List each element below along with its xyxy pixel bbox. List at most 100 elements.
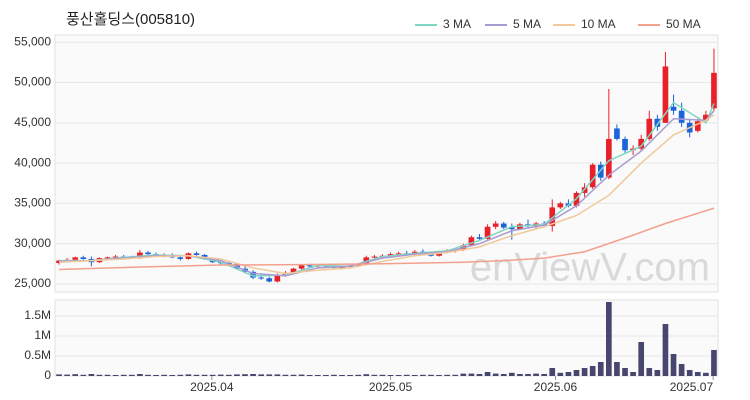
candle-body [638, 138, 645, 149]
volume-bar [120, 374, 127, 376]
volume-bar [403, 374, 410, 376]
candle-body [711, 72, 717, 109]
candle-body [703, 114, 709, 121]
volume-bar [266, 374, 273, 376]
volume-bar [80, 374, 87, 376]
volume-bar [500, 374, 507, 376]
y-tick-label: 45,000 [14, 115, 51, 129]
candle-body [72, 257, 79, 260]
volume-bar [573, 370, 580, 376]
x-tick-label: 2025.06 [534, 380, 578, 394]
volume-bar [371, 374, 378, 376]
volume-bar [581, 368, 588, 376]
ma-line [59, 207, 715, 271]
volume-bar [630, 372, 636, 376]
y-tick-label: 30,000 [14, 236, 51, 250]
volume-bar [96, 374, 103, 376]
candle-body [654, 118, 661, 127]
candle-body [290, 268, 297, 273]
legend-label: 10 MA [581, 17, 616, 31]
volume-bar [549, 368, 556, 376]
volume-bar [638, 342, 645, 376]
volume-bar [282, 374, 289, 376]
volume-bar [444, 374, 450, 376]
legend-label: 5 MA [513, 17, 541, 31]
volume-bar [56, 374, 62, 376]
volume-bar [379, 374, 386, 376]
volume-bar [226, 374, 232, 376]
volume-bar [411, 375, 418, 376]
candle-body [468, 237, 475, 246]
volume-bar [88, 374, 95, 376]
candle-body [476, 237, 483, 239]
chart-title: 풍산홀딩스(005810) [66, 11, 195, 28]
legend-label: 3 MA [443, 17, 471, 31]
volume-bar [436, 375, 442, 376]
volume-bar [104, 374, 111, 376]
candle-body [614, 128, 620, 139]
y-tick-label: 40,000 [14, 155, 51, 169]
candle-body [177, 257, 184, 259]
volume-bar [339, 375, 345, 376]
volume-bar [169, 375, 176, 376]
volume-bar [428, 374, 434, 376]
ma-line [59, 114, 715, 275]
volume-bar [331, 374, 337, 376]
candle-body [193, 253, 200, 255]
y-tick-label: 0 [44, 368, 51, 382]
volume-bar [217, 374, 224, 376]
volume-bar [589, 366, 596, 376]
candle-body [306, 265, 313, 267]
volume-bar [686, 370, 693, 376]
volume-bar [508, 372, 515, 376]
volume-bar [533, 373, 539, 376]
candle-body [266, 278, 273, 282]
volume-bar [72, 374, 79, 376]
volume-bar [622, 368, 628, 376]
volume-bar [290, 374, 297, 376]
volume-bar [347, 375, 353, 376]
y-tick-label: 1.5M [24, 308, 51, 322]
volume-bar [703, 372, 709, 376]
volume-bar [614, 362, 620, 376]
volume-bar [137, 374, 143, 376]
candle-body [80, 257, 87, 259]
y-tick-label: 55,000 [14, 34, 51, 48]
volume-bar [128, 374, 135, 376]
volume-bar [517, 374, 523, 376]
y-tick-label: 1M [34, 328, 51, 342]
volume-bar [420, 374, 426, 376]
volume-bar [234, 374, 240, 376]
volume-bar [201, 374, 208, 376]
watermark: enViewV.com [470, 246, 710, 290]
volume-bar [298, 374, 305, 376]
volume-bar [161, 374, 167, 376]
x-tick-label: 2025.07 [670, 380, 714, 394]
y-tick-label: 25,000 [14, 276, 51, 290]
candle-body [678, 110, 685, 123]
volume-bar [670, 354, 677, 376]
volume-bar [355, 374, 362, 376]
x-tick-label: 2025.04 [190, 380, 234, 394]
volume-bar [314, 375, 321, 376]
volume-bar [646, 368, 653, 376]
volume-bar [525, 374, 531, 376]
candle-body [549, 207, 556, 226]
legend-label: 50 MA [666, 17, 701, 31]
candle-body [589, 164, 596, 188]
volume-bar [678, 364, 685, 376]
volume-bar [258, 374, 265, 376]
volume-bar [606, 302, 612, 376]
volume-bar [153, 375, 159, 376]
candle-body [662, 66, 669, 123]
candle-body [371, 256, 378, 258]
volume-bar [112, 375, 119, 376]
volume-bar [452, 374, 459, 376]
volume-bar [662, 324, 669, 376]
candle-body [112, 256, 119, 258]
candle-body [484, 226, 491, 239]
volume-bar [565, 372, 572, 376]
candle-body [557, 203, 564, 208]
candle-body [500, 223, 507, 228]
volume-bar [306, 375, 313, 376]
